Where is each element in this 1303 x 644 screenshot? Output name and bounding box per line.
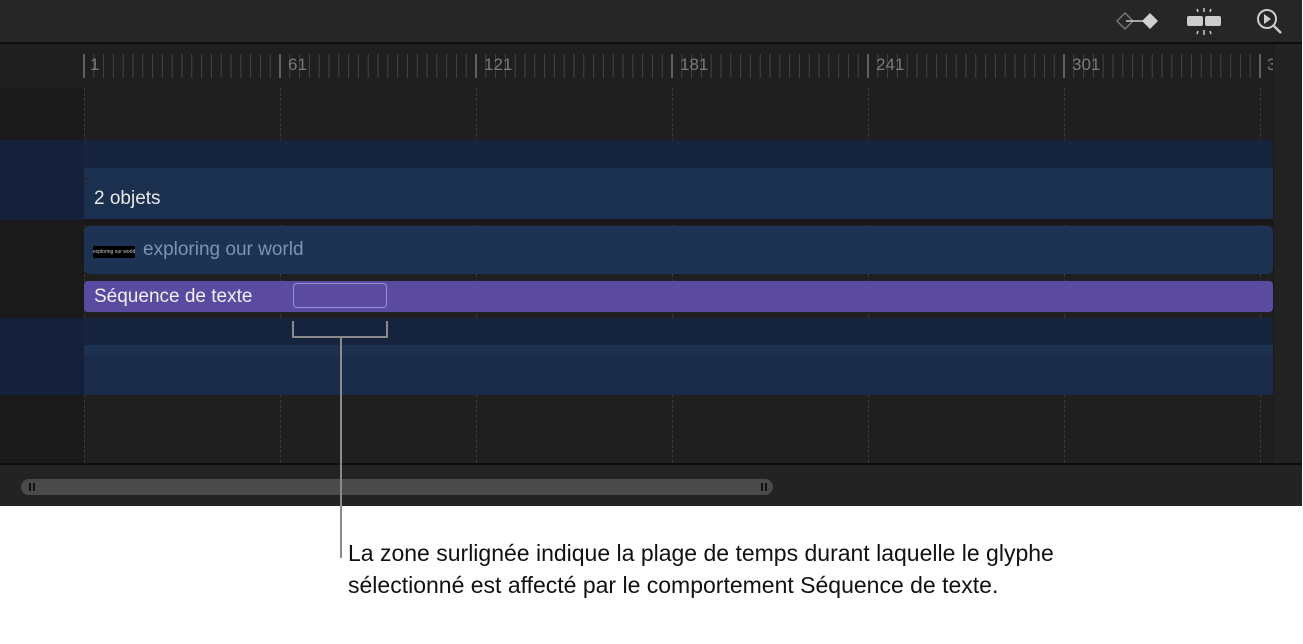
grid-line [868, 88, 869, 463]
grid-line [476, 88, 477, 463]
text-clip[interactable]: exploring our world exploring our world [84, 226, 1273, 274]
ruler-label: 181 [680, 55, 709, 74]
bottom-bar [0, 463, 1302, 506]
clip-thumbnail: exploring our world [93, 246, 135, 258]
grid-line [672, 88, 673, 463]
time-ruler[interactable]: 1 61 121 181 241 301 3 [0, 44, 1277, 88]
grid-line [1064, 88, 1065, 463]
track-band [84, 318, 1273, 345]
scroll-handle-right[interactable] [761, 483, 767, 491]
group-bar[interactable]: 2 objets [84, 178, 1273, 219]
ruler-label: 61 [288, 55, 307, 74]
scroll-handle-left[interactable] [29, 483, 35, 491]
right-gutter [1273, 44, 1302, 465]
grid-line [84, 88, 85, 463]
grid-line [280, 88, 281, 463]
callout-text: La zone surlignée indique la plage de te… [348, 540, 1054, 598]
ruler-label: 241 [876, 55, 905, 74]
behavior-label: Séquence de texte [94, 286, 253, 307]
track-band [84, 355, 1273, 395]
track-band [84, 345, 1273, 355]
keyframe-diamond-icon[interactable] [1115, 8, 1158, 36]
ruler-label: 121 [484, 55, 513, 74]
ruler-ticks [83, 54, 1261, 78]
toolbar [0, 0, 1302, 44]
timeline-window: 1 61 121 181 241 301 3 2 objets explorin… [0, 0, 1302, 506]
ruler-label: 301 [1072, 55, 1101, 74]
ruler-label: 1 [90, 55, 100, 74]
highlighted-time-range[interactable] [293, 283, 387, 308]
horizontal-scrollbar[interactable] [21, 479, 773, 495]
text-sequence-behavior-bar[interactable]: Séquence de texte [84, 281, 1273, 312]
track-headers [0, 88, 84, 465]
zoom-play-icon[interactable] [1256, 8, 1296, 36]
track-band [84, 140, 1273, 168]
track-band [84, 168, 1273, 178]
group-label: 2 objets [94, 188, 161, 209]
split-icon[interactable] [1186, 8, 1226, 36]
grid-line [1260, 88, 1261, 463]
text-clip-label: exploring our world [143, 239, 304, 260]
ruler-label: 3 [1267, 55, 1277, 74]
